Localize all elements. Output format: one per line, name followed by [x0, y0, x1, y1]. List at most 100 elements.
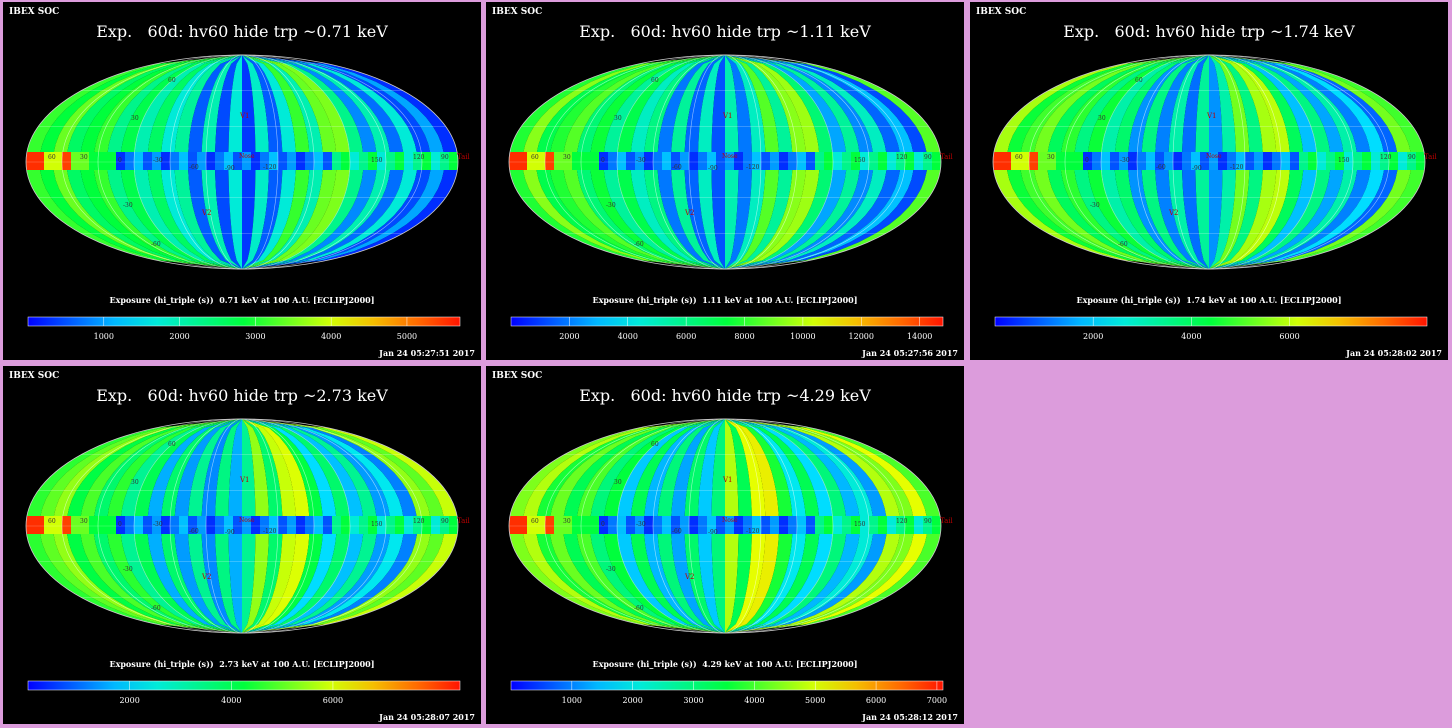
lat-label: 60 [1135, 77, 1143, 84]
lon-label: -60 [189, 164, 199, 171]
lat-label: 30 [131, 479, 139, 486]
colorbar-tick-label: 2000 [623, 696, 643, 705]
colorbar [510, 680, 944, 691]
colorbar-tick-label: 2000 [119, 696, 139, 705]
lon-label: -60 [189, 528, 199, 535]
lon-label: 30 [563, 518, 571, 525]
lat-label: 60 [168, 77, 176, 84]
lat-label: -30 [606, 202, 616, 209]
v1-label: V1 [239, 476, 250, 484]
panel-title: Exp. 60d: hv60 hide trp ~4.29 keV [579, 386, 871, 405]
v2-label: V2 [1168, 209, 1179, 217]
colorbar [27, 316, 461, 327]
colorbar-tick-label: 4000 [221, 696, 241, 705]
colorbar-tick-label: 2000 [169, 332, 189, 341]
colorbar-tick-label: 7000 [927, 696, 947, 705]
map-panel-5: 60 30 0 -30 -60 -90 -120 150 120 90 60 30 -30 -60 V1 V2… [486, 366, 964, 724]
v2-label: V2 [684, 573, 695, 581]
colorbar-caption: Exposure (hi_triple (s)) 2.73 keV at 100… [109, 659, 375, 669]
ibex-soc-label: IBEX SOC [9, 371, 60, 381]
colorbar-tick-label: 1000 [94, 332, 114, 341]
lon-label: 0 [118, 521, 122, 528]
lat-label: -60 [151, 605, 161, 612]
nose-label: Nose [722, 153, 738, 160]
v1-label: V1 [722, 112, 733, 120]
lon-label: 120 [413, 154, 425, 161]
lon-label: -60 [1156, 164, 1166, 171]
lon-label: 150 [854, 521, 866, 528]
tail-label: Tail [457, 153, 471, 161]
lon-label: 90 [1408, 154, 1416, 161]
lon-label: 90 [924, 518, 932, 525]
colorbar-tick-label: 4000 [321, 332, 341, 341]
colorbar-caption: Exposure (hi_triple (s)) 1.74 keV at 100… [1076, 295, 1342, 305]
lon-label: -120 [746, 528, 760, 535]
timestamp: Jan 24 05:28:02 2017 [1346, 348, 1442, 358]
colorbar-tick-label: 2000 [559, 332, 579, 341]
colorbar-tick-label: 6000 [1279, 332, 1299, 341]
lat-label: -30 [606, 566, 616, 573]
colorbar-caption: Exposure (hi_triple (s)) 4.29 keV at 100… [592, 659, 858, 669]
timestamp: Jan 24 05:27:51 2017 [379, 348, 475, 358]
lon-label: -30 [636, 157, 646, 164]
lon-label: -30 [1120, 157, 1130, 164]
lat-label: -30 [123, 202, 133, 209]
colorbar-tick-label: 4000 [1181, 332, 1201, 341]
colorbar-caption: Exposure (hi_triple (s)) 1.11 keV at 100… [592, 295, 858, 305]
colorbar [994, 316, 1428, 327]
lat-label: -60 [151, 241, 161, 248]
lat-label: -60 [634, 241, 644, 248]
sky-map: 60 30 0 -30 -60 -90 -120 150 120 90 60 30 -30 -60 V1 V2… [992, 54, 1438, 341]
colorbar-tick-label: 5000 [805, 696, 825, 705]
lon-label: -60 [672, 164, 682, 171]
colorbar-tick-label: 3000 [245, 332, 265, 341]
lon-label: 90 [924, 154, 932, 161]
lon-label: 0 [601, 521, 605, 528]
lon-label: -120 [263, 164, 277, 171]
lon-label: 60 [48, 154, 56, 161]
colorbar-tick-label: 12000 [849, 332, 874, 341]
lon-label: 60 [531, 518, 539, 525]
lon-label: 60 [1015, 154, 1023, 161]
lon-label: 150 [854, 157, 866, 164]
colorbar-tick-label: 5000 [397, 332, 417, 341]
lon-label: -120 [746, 164, 760, 171]
lat-label: 30 [614, 115, 622, 122]
nose-label: Nose [722, 517, 738, 524]
lat-label: 30 [131, 115, 139, 122]
lon-label: -30 [153, 521, 163, 528]
colorbar-tick-label: 3000 [683, 696, 703, 705]
v1-label: V1 [722, 476, 733, 484]
lat-label: -30 [1090, 202, 1100, 209]
lat-label: 30 [1098, 115, 1106, 122]
colorbar-tick-label: 2000 [1083, 332, 1103, 341]
colorbar [510, 316, 944, 327]
nose-label: Nose [1206, 153, 1222, 160]
map-panel-1: 60 30 0 -30 -60 -90 -120 150 120 90 60 30 -30 -60 V1 V2… [3, 2, 481, 360]
v1-label: V1 [239, 112, 250, 120]
lon-label: 120 [1380, 154, 1392, 161]
lon-label: -30 [636, 521, 646, 528]
lon-label: -120 [1230, 164, 1244, 171]
colorbar-tick-label: 1000 [562, 696, 582, 705]
v2-label: V2 [201, 573, 212, 581]
timestamp: Jan 24 05:27:56 2017 [862, 348, 958, 358]
ibex-soc-label: IBEX SOC [492, 371, 543, 381]
lon-label: 150 [371, 521, 383, 528]
timestamp: Jan 24 05:28:12 2017 [862, 712, 958, 722]
lon-label: 120 [413, 518, 425, 525]
lat-label: 60 [651, 77, 659, 84]
lon-label: -90 [225, 165, 235, 172]
map-panel-3: 60 30 0 -30 -60 -90 -120 150 120 90 60 30 -30 -60 V1 V2… [970, 2, 1448, 360]
lat-label: 60 [168, 441, 176, 448]
lon-label: 120 [896, 518, 908, 525]
lon-label: 120 [896, 154, 908, 161]
lon-label: -90 [708, 165, 718, 172]
lon-label: 30 [563, 154, 571, 161]
panel-title: Exp. 60d: hv60 hide trp ~2.73 keV [96, 386, 388, 405]
ibex-soc-label: IBEX SOC [9, 7, 60, 17]
lon-label: 90 [441, 518, 449, 525]
lon-label: -90 [225, 529, 235, 536]
sky-map: 60 30 0 -30 -60 -90 -120 150 120 90 60 30 -30 -60 V1 V2… [508, 54, 954, 341]
v1-label: V1 [1206, 112, 1217, 120]
